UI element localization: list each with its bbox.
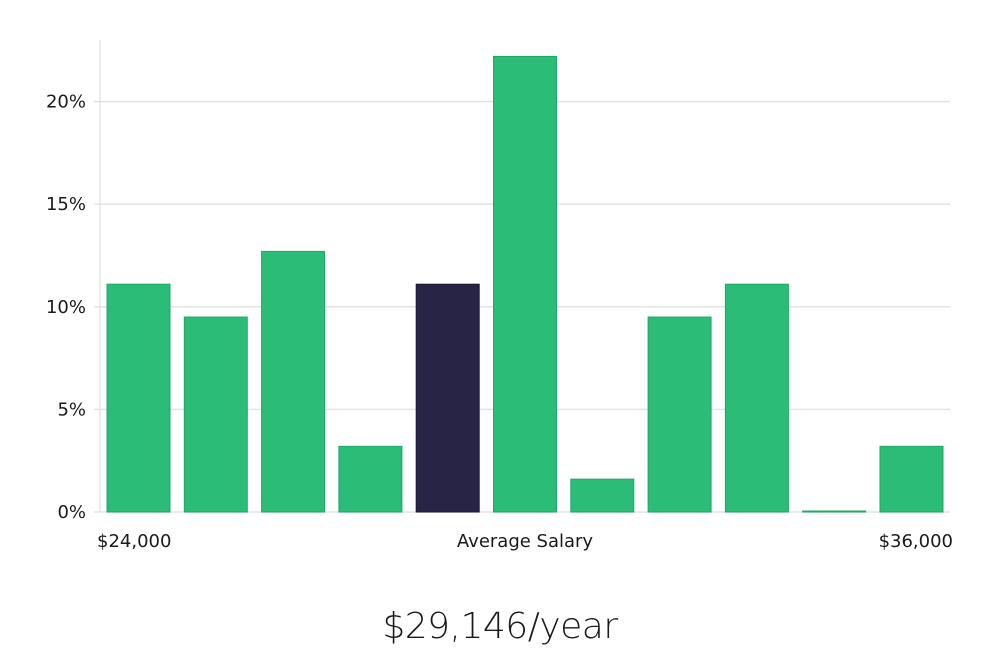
x-min-label: $24,000 bbox=[97, 531, 171, 552]
y-axis-ticks: 0% 5% 10% 15% 20% bbox=[46, 92, 100, 523]
bar bbox=[724, 283, 789, 513]
y-tick-label: 15% bbox=[46, 194, 86, 215]
salary-histogram: 0% 5% 10% 15% 20% $24,000 Average Salary $36,0… bbox=[46, 40, 953, 552]
bar bbox=[802, 510, 867, 513]
bar bbox=[338, 445, 403, 513]
x-axis-title: Average Salary bbox=[457, 531, 594, 552]
bar bbox=[183, 316, 248, 513]
y-tick-label: 20% bbox=[46, 92, 86, 113]
bar bbox=[261, 250, 326, 513]
bar-highlighted bbox=[415, 283, 480, 513]
bars bbox=[106, 55, 944, 513]
bar bbox=[493, 55, 557, 513]
y-tick-label: 10% bbox=[46, 297, 86, 318]
bar bbox=[879, 445, 944, 513]
bar bbox=[106, 283, 171, 513]
x-max-label: $36,000 bbox=[879, 531, 953, 552]
bar bbox=[647, 316, 712, 513]
y-tick-label: 5% bbox=[57, 399, 86, 420]
bar bbox=[570, 478, 635, 513]
x-axis-labels: $24,000 Average Salary $36,000 bbox=[97, 531, 953, 552]
average-salary-value: $29,146/year bbox=[382, 606, 618, 647]
y-tick-label: 0% bbox=[57, 502, 86, 523]
